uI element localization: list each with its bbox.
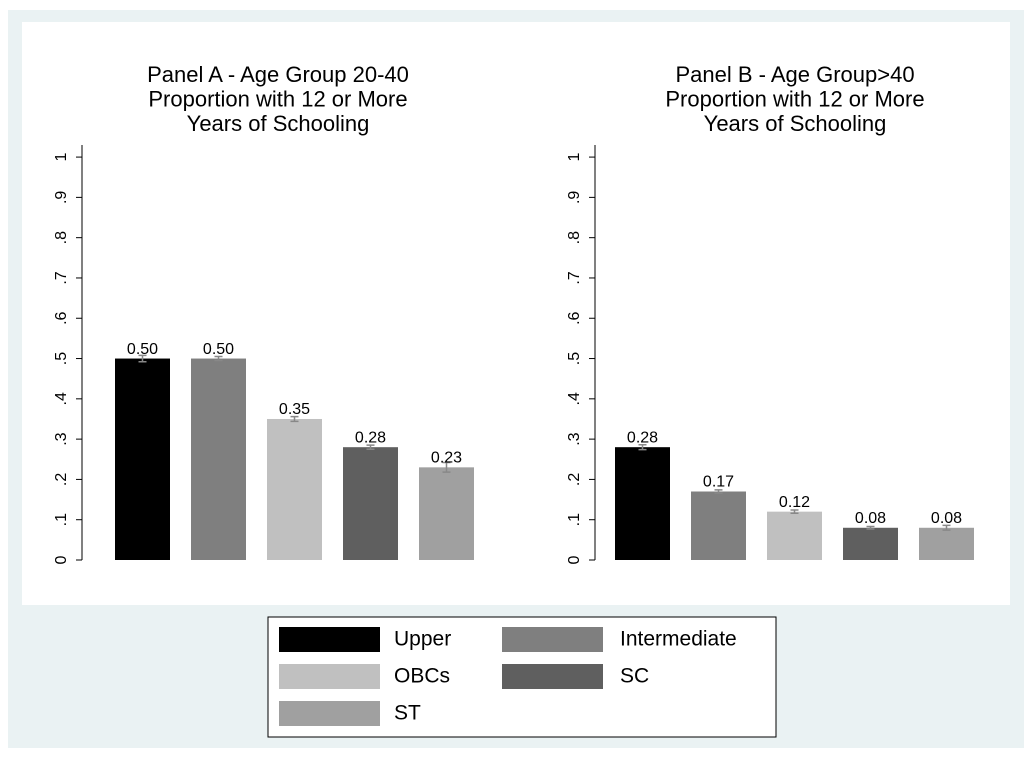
y-tick-label: .6 <box>53 311 70 324</box>
value-label: 0.35 <box>279 401 310 418</box>
bar <box>191 358 246 560</box>
bar <box>691 491 746 560</box>
value-label: 0.12 <box>779 494 810 511</box>
error-bar <box>138 354 147 363</box>
y-tick-label: .3 <box>53 432 70 445</box>
value-label: 0.28 <box>627 429 658 446</box>
error-bar <box>942 524 951 531</box>
legend-label: Upper <box>394 628 451 651</box>
value-label: 0.23 <box>431 450 462 467</box>
y-tick-label: .9 <box>53 191 70 204</box>
value-label: 0.50 <box>127 341 158 358</box>
bar <box>843 527 898 560</box>
bar <box>343 447 398 560</box>
error-bar <box>790 509 799 515</box>
error-bar <box>366 444 375 450</box>
chart-title: Proportion with 12 or More <box>148 86 407 111</box>
legend-swatch <box>279 701 380 726</box>
legend-swatch <box>502 627 603 652</box>
value-label: 0.50 <box>203 341 234 358</box>
error-bar <box>638 444 647 451</box>
chart-title: Years of Schooling <box>704 111 887 136</box>
y-tick-label: .4 <box>566 392 583 405</box>
legend-swatch <box>502 664 603 689</box>
y-tick-label: .5 <box>566 352 583 365</box>
chart-title: Panel B - Age Group>40 <box>675 62 914 87</box>
y-tick-label: 0 <box>53 555 70 564</box>
chart-title: Years of Schooling <box>187 111 370 136</box>
legend-swatch <box>279 627 380 652</box>
chart-title: Proportion with 12 or More <box>665 86 924 111</box>
y-tick-label: .7 <box>566 271 583 284</box>
y-tick-label: .4 <box>53 392 70 405</box>
y-tick-label: .2 <box>566 473 583 486</box>
y-tick-label: 1 <box>53 153 70 162</box>
y-tick-label: .1 <box>566 513 583 526</box>
value-label: 0.08 <box>855 510 886 527</box>
legend-swatch <box>279 664 380 689</box>
y-tick-label: .9 <box>566 191 583 204</box>
value-label: 0.08 <box>931 510 962 527</box>
plot-bg <box>22 22 1010 605</box>
error-bar <box>714 489 723 494</box>
y-tick-label: .1 <box>53 513 70 526</box>
legend-label: OBCs <box>394 665 450 688</box>
y-tick-label: 0 <box>566 555 583 564</box>
y-tick-label: 1 <box>566 153 583 162</box>
y-tick-label: .8 <box>53 231 70 244</box>
error-bar <box>442 461 451 473</box>
bar <box>115 358 170 560</box>
error-bar <box>290 415 299 423</box>
y-tick-label: .2 <box>53 473 70 486</box>
y-tick-label: .5 <box>53 352 70 365</box>
y-tick-label: .6 <box>566 311 583 324</box>
y-tick-label: .3 <box>566 432 583 445</box>
legend-label: Intermediate <box>620 628 737 651</box>
bar <box>919 527 974 560</box>
y-tick-label: .7 <box>53 271 70 284</box>
bar <box>767 511 822 560</box>
bar <box>419 467 474 560</box>
value-label: 0.17 <box>703 474 734 491</box>
legend-label: ST <box>394 702 421 725</box>
chart-title: Panel A - Age Group 20-40 <box>147 62 409 87</box>
bar <box>615 447 670 560</box>
error-bar <box>866 525 875 530</box>
error-bar <box>214 355 223 362</box>
value-label: 0.28 <box>355 429 386 446</box>
legend-label: SC <box>620 665 649 688</box>
bar <box>267 418 322 560</box>
y-tick-label: .8 <box>566 231 583 244</box>
